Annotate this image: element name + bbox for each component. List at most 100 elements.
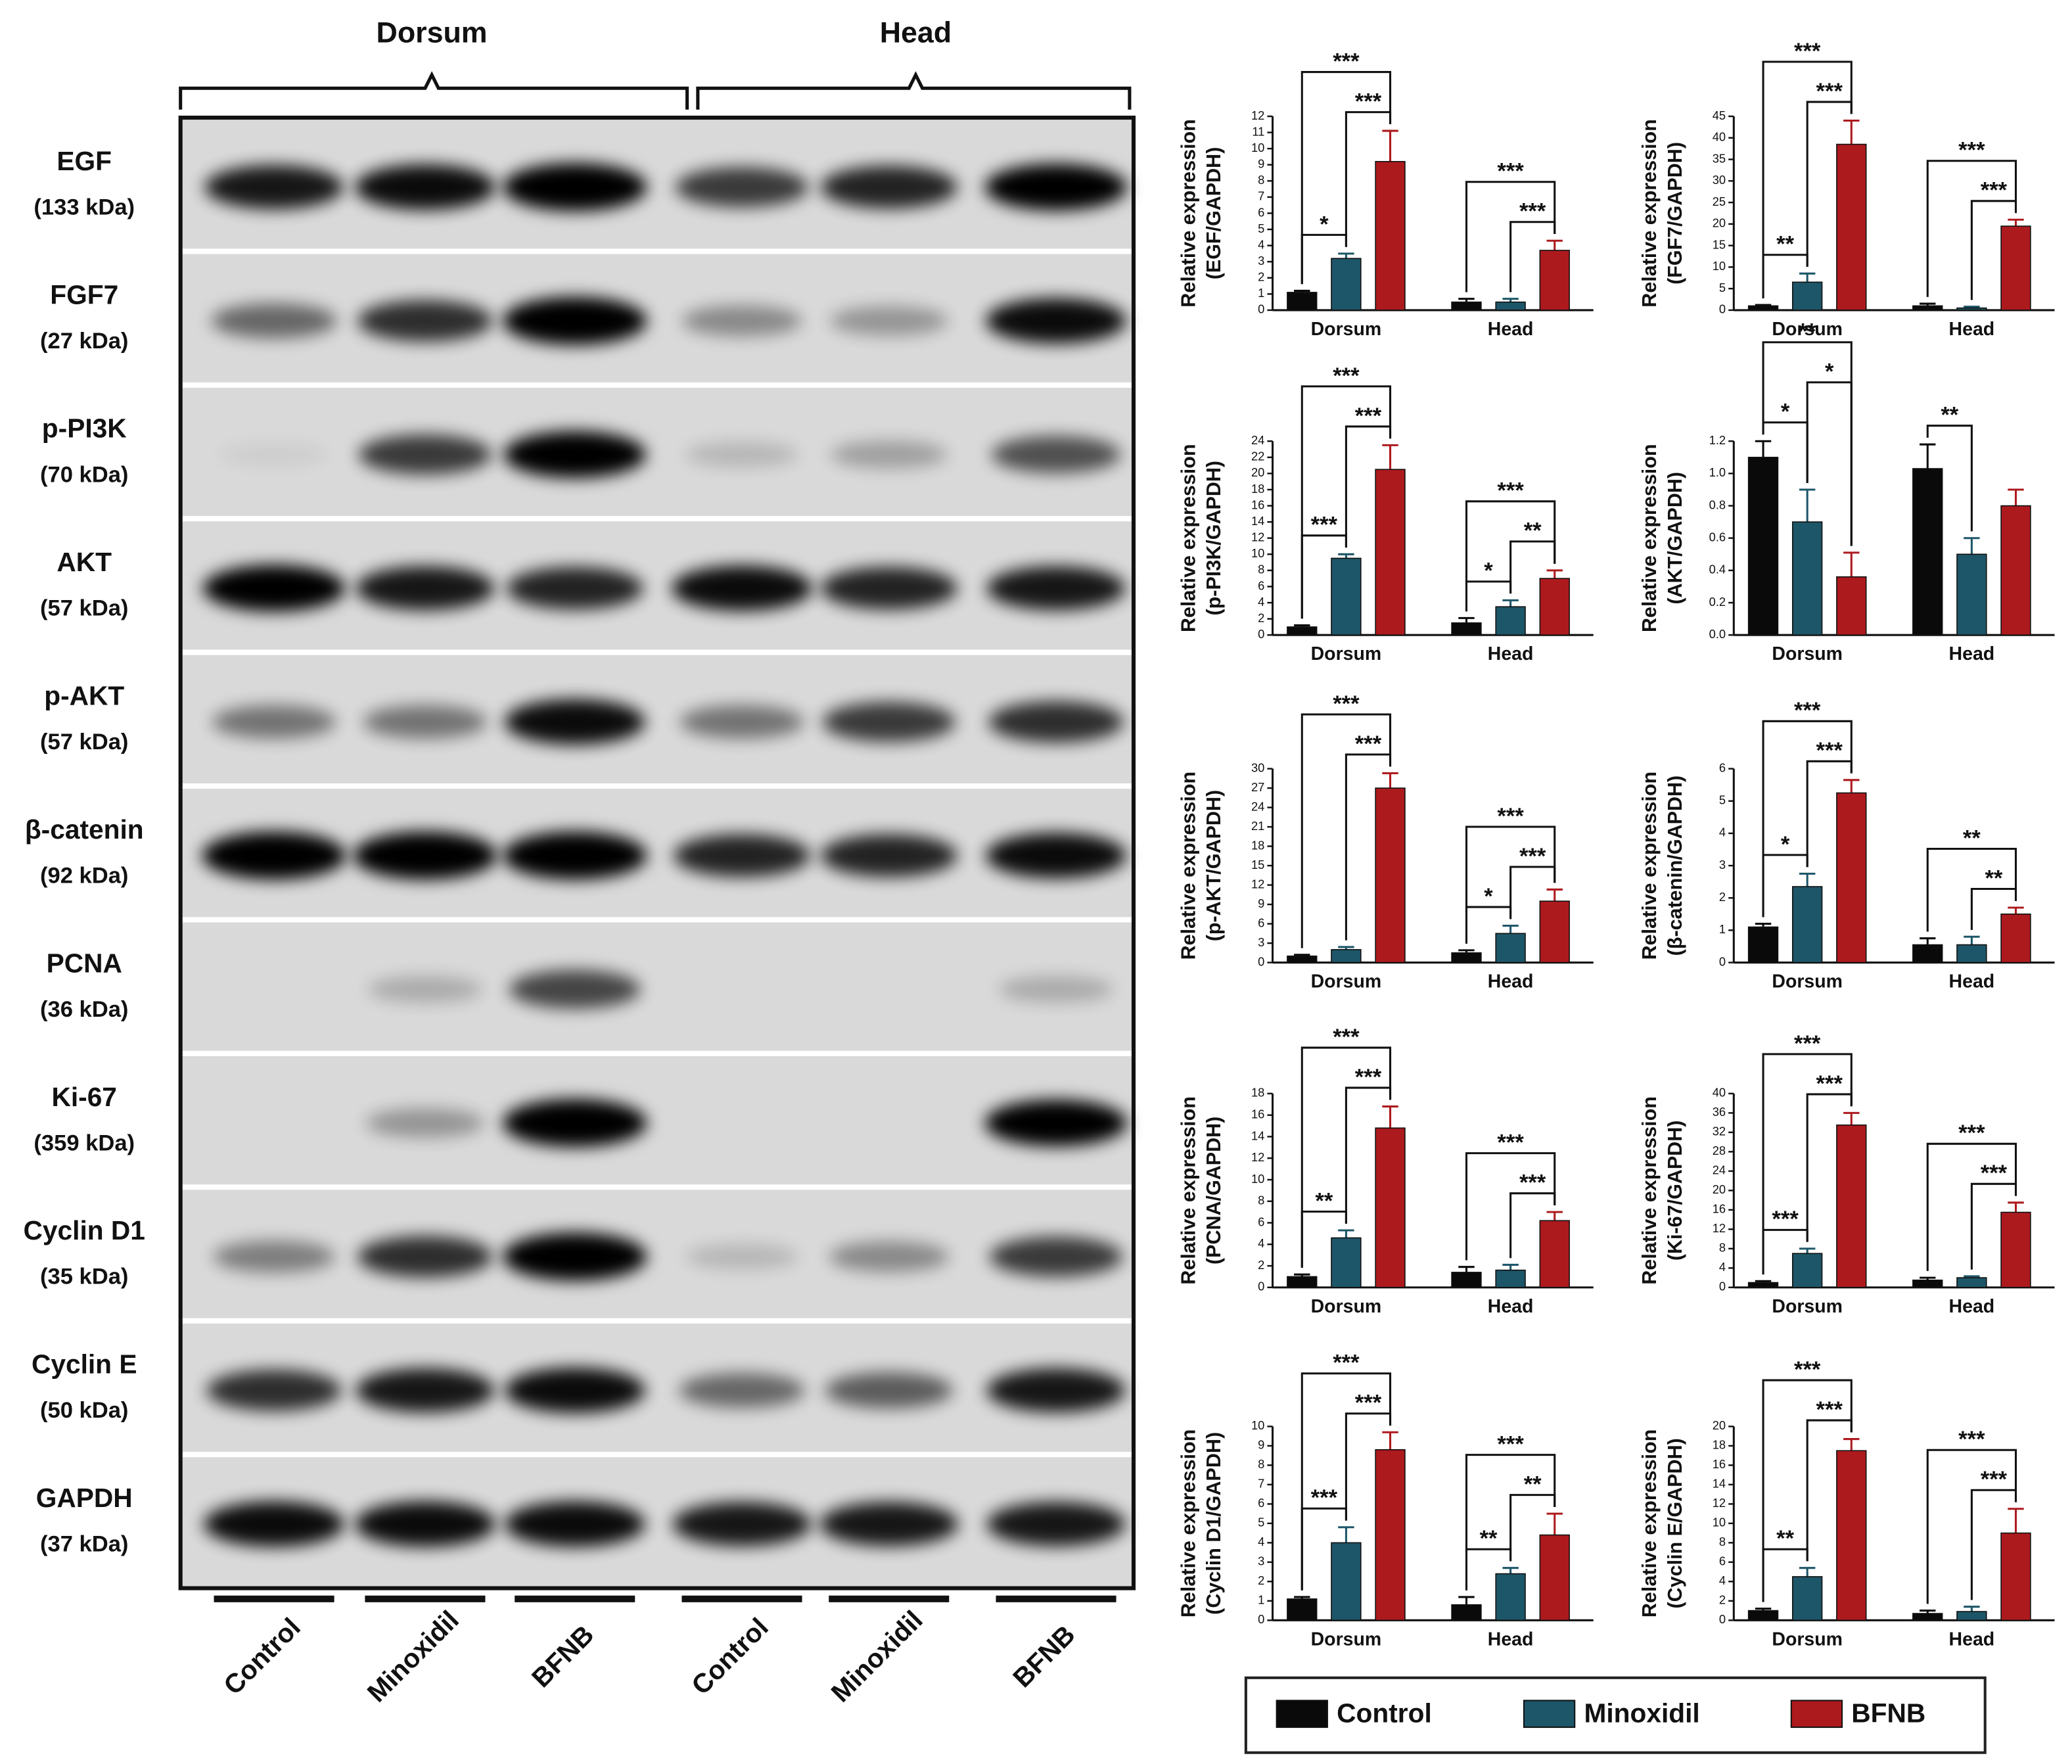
significance-label: *** [1355, 89, 1382, 114]
significance-label: *** [1311, 1485, 1338, 1510]
group-label: Dorsum [377, 16, 488, 49]
significance-label: *** [1497, 478, 1524, 503]
group-bracket [696, 71, 1132, 110]
x-tick-label: Dorsum [1311, 643, 1382, 664]
x-tick-label: Dorsum [1311, 1296, 1382, 1317]
lane-label: BFNB [1007, 1619, 1080, 1693]
bar-chart: 0 3 6 9 12 15 18 21 24 27 30 Relative expression (p-… [1177, 691, 1594, 992]
protein-size: (359 kDa) [34, 1130, 135, 1155]
blot-band [363, 705, 488, 739]
significance-bracket [1762, 341, 1853, 546]
blot-band [509, 969, 641, 1009]
y-tick-label: 12 [1251, 530, 1264, 544]
bar [1331, 949, 1362, 963]
bar [1375, 469, 1406, 636]
y-tick-label: 15 [1713, 237, 1726, 251]
bar [1912, 468, 1943, 636]
blot-frame [178, 115, 1136, 1590]
y-tick-label: 0 [1719, 954, 1726, 968]
lane-label: Minoxidil [361, 1604, 465, 1707]
bar [1956, 1277, 1987, 1288]
blot-band [202, 565, 346, 612]
y-tick-label: 2 [1258, 1573, 1264, 1587]
protein-name: FGF7 [50, 279, 118, 310]
protein-name: β-catenin [25, 814, 144, 845]
significance-label: ** [1776, 232, 1794, 257]
significance-label: ** [1941, 403, 1958, 428]
protein-size: (37 kDa) [40, 1532, 128, 1557]
significance-label: * [1484, 884, 1493, 909]
y-tick-label: 0.8 [1709, 498, 1726, 511]
y-tick-label: 0.2 [1709, 595, 1726, 609]
protein-name: PCNA [47, 948, 122, 978]
y-tick-label: 10 [1713, 259, 1726, 273]
y-tick-label: 12 [1713, 1221, 1726, 1235]
protein-name: p-PI3K [42, 413, 127, 444]
legend-swatch [1523, 1700, 1576, 1729]
y-axis-label: Relative expression [1638, 444, 1661, 632]
bar [1287, 1276, 1318, 1288]
blot-band [504, 699, 645, 745]
y-axis-label: Relative expression [1177, 444, 1199, 632]
y-tick-label: 4 [1258, 595, 1264, 609]
blot-band [358, 434, 492, 475]
protein-size: (92 kDa) [40, 863, 128, 888]
bar [1539, 250, 1570, 311]
blot-band [988, 701, 1124, 743]
x-tick-label: Head [1949, 643, 1995, 664]
blot-band [819, 1502, 959, 1546]
western-blot [178, 115, 1136, 1590]
x-tick-label: Head [1949, 319, 1995, 340]
significance-bracket [1465, 181, 1556, 292]
protein-size: (27 kDa) [40, 329, 128, 354]
significance-label: * [1825, 360, 1834, 384]
y-tick-label: 40 [1713, 130, 1726, 144]
lane-label: Control [218, 1612, 306, 1701]
bar [1287, 292, 1318, 311]
y-tick-label: 1.2 [1709, 433, 1726, 447]
significance-bracket [1926, 160, 2017, 297]
significance-label: *** [1772, 1207, 1799, 1232]
bar-chart: 0 1 2 3 4 5 6 7 8 9 10 Relative expression (Cyclin D… [1177, 1351, 1594, 1650]
y-axis-label: (p-PI3K/GAPDH) [1203, 461, 1225, 616]
blot-band [820, 166, 957, 209]
bar [1287, 955, 1318, 963]
bar-chart: 0 2 4 6 8 10 12 14 16 18 20 Relative expression (Cyc… [1638, 1357, 2055, 1650]
bar [2000, 225, 2031, 311]
blot-band [502, 831, 647, 880]
blot-band [502, 296, 647, 345]
y-tick-label: 0 [1719, 302, 1726, 316]
bar [1539, 578, 1570, 636]
significance-label: ** [1963, 825, 1981, 850]
y-tick-label: 4 [1719, 1573, 1726, 1587]
significance-label: *** [1333, 1351, 1360, 1376]
bar [1495, 1269, 1526, 1288]
legend-label: Minoxidil [1584, 1698, 1699, 1729]
significance-label: *** [1981, 1161, 2008, 1186]
blot-band [986, 833, 1127, 879]
significance-label: *** [1794, 39, 1821, 64]
y-tick-label: 18 [1251, 1086, 1264, 1100]
bar [1451, 301, 1482, 311]
significance-label: *** [1794, 698, 1821, 723]
blot-band [998, 975, 1114, 1003]
y-tick-label: 8 [1258, 173, 1264, 187]
bar [1956, 307, 1987, 311]
significance-label: *** [1981, 178, 2008, 203]
blot-band [681, 305, 802, 337]
y-tick-label: 28 [1713, 1144, 1726, 1157]
y-tick-label: 1.0 [1709, 465, 1726, 479]
y-tick-label: 2 [1258, 270, 1264, 284]
bar-chart: 0 5 10 15 20 25 30 35 40 45 Relative expression (FG… [1638, 39, 2055, 340]
x-tick-label: Head [1488, 643, 1534, 664]
bar-chart: 0 2 4 6 8 10 12 14 16 18 Relative expression (PCNA/… [1177, 1025, 1594, 1317]
y-tick-label: 8 [1258, 1457, 1264, 1471]
blot-band [357, 1236, 493, 1278]
y-tick-label: 3 [1258, 254, 1264, 267]
bar [1912, 1279, 1943, 1288]
y-tick-label: 15 [1251, 858, 1264, 871]
bar [1331, 258, 1362, 311]
bar [1375, 160, 1406, 311]
